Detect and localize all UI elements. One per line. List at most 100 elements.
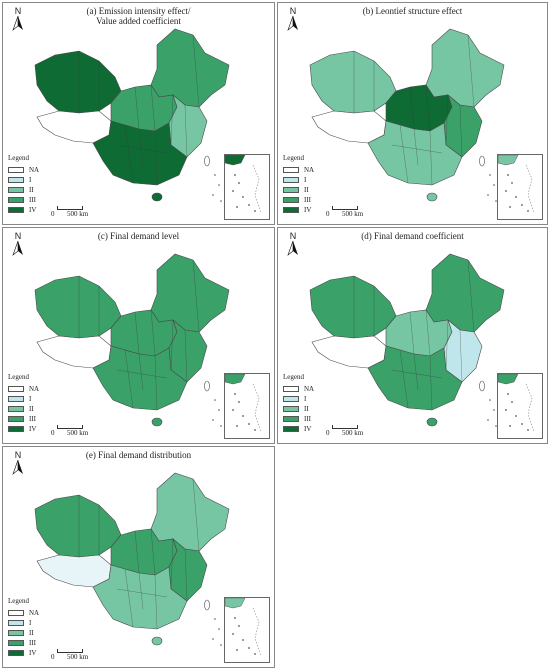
region-west (34, 275, 122, 339)
legend-label: NA (29, 165, 40, 174)
legend-title: Legend (8, 597, 29, 605)
legend-swatch (8, 206, 24, 213)
legend-swatch (283, 415, 299, 422)
legend-swatch (8, 196, 24, 203)
legend-swatch (283, 206, 299, 213)
north-arrow-icon: N (9, 6, 27, 32)
scale-zero: 0 (326, 210, 330, 218)
legend-item: II (8, 185, 39, 194)
legend-swatch (8, 405, 24, 412)
legend-label: III (29, 195, 36, 204)
region-tibet (36, 110, 112, 144)
region-east (443, 94, 483, 158)
legend-label: NA (304, 384, 315, 393)
region-west (34, 494, 122, 558)
legend-label: III (304, 195, 311, 204)
legend: Legend NA I II III IV (283, 154, 314, 215)
legend-item: IV (283, 424, 314, 433)
legend-item: I (283, 175, 314, 184)
legend: Legend NA I II III IV (8, 373, 39, 434)
legend-title: Legend (283, 154, 304, 162)
north-arrow-icon: N (284, 6, 302, 32)
scale-zero: 0 (51, 429, 55, 437)
legend-swatch (8, 395, 24, 402)
legend-item: IV (8, 648, 39, 657)
scale-distance: 500 km (67, 653, 89, 661)
region-west (309, 275, 397, 339)
scale-distance: 500 km (67, 429, 89, 437)
legend-item: NA (283, 165, 314, 174)
panel-a: (a) Emission intensity effect/ Value add… (2, 2, 275, 225)
region-north (150, 472, 230, 552)
legend-label: NA (29, 384, 40, 393)
legend-swatch (283, 395, 299, 402)
legend-item: NA (283, 384, 314, 393)
legend-item: I (8, 394, 39, 403)
legend-swatch (8, 629, 24, 636)
legend-item: NA (8, 165, 39, 174)
legend-swatch (8, 176, 24, 183)
legend-item: I (8, 175, 39, 184)
region-north (150, 28, 230, 108)
panel-title: (c) Final demand level (97, 231, 180, 241)
legend-swatch (8, 385, 24, 392)
legend-swatch (283, 176, 299, 183)
taiwan-island (204, 380, 210, 392)
legend-label: II (304, 185, 309, 194)
panel-title: (b) Leontief structure effect (362, 6, 463, 16)
legend-label: NA (29, 608, 40, 617)
south-china-sea-inset (497, 154, 543, 220)
legend-label: I (304, 175, 307, 184)
china-map (34, 472, 230, 646)
taiwan-island (204, 155, 210, 167)
taiwan-island (479, 155, 485, 167)
region-tibet (311, 335, 387, 369)
region-north (425, 28, 505, 108)
region-west (34, 50, 122, 114)
panel-b: (b) Leontief structure effect N Legend NA I I… (277, 2, 548, 225)
china-map (309, 253, 505, 427)
legend: Legend NA I II III IV (8, 154, 39, 215)
legend-label: II (304, 404, 309, 413)
legend-swatch (8, 425, 24, 432)
legend-item: II (283, 404, 314, 413)
legend-label: IV (304, 205, 312, 214)
legend-label: NA (304, 165, 315, 174)
legend-label: I (29, 394, 32, 403)
legend-title: Legend (8, 154, 29, 162)
panel-title: (e) Final demand distribution (85, 450, 192, 460)
legend-title: Legend (283, 373, 304, 381)
legend-item: I (283, 394, 314, 403)
legend-swatch (8, 649, 24, 656)
legend-label: II (29, 628, 34, 637)
legend-swatch (8, 186, 24, 193)
legend-item: III (8, 195, 39, 204)
region-tibet (36, 335, 112, 369)
legend-swatch (8, 619, 24, 626)
legend-label: IV (29, 648, 37, 657)
scale-distance: 500 km (67, 210, 89, 218)
hainan-island (151, 192, 163, 202)
china-map (34, 28, 230, 202)
legend: Legend NA I II III IV (283, 373, 314, 434)
scale-zero: 0 (51, 210, 55, 218)
legend-item: III (283, 414, 314, 423)
legend-swatch (283, 196, 299, 203)
hainan-island (426, 417, 438, 427)
legend-swatch (8, 639, 24, 646)
legend-label: II (29, 404, 34, 413)
north-arrow-icon: N (9, 450, 27, 476)
legend-label: IV (29, 205, 37, 214)
region-east (168, 538, 208, 602)
legend-swatch (283, 405, 299, 412)
legend-item: NA (8, 384, 39, 393)
panel-c: (c) Final demand level N Legend NA I II III IV 0… (2, 227, 275, 444)
legend-item: IV (8, 205, 39, 214)
china-map (34, 253, 230, 427)
south-china-sea-inset (497, 373, 543, 439)
legend-title: Legend (8, 373, 29, 381)
north-arrow-icon: N (9, 231, 27, 257)
legend-item: III (8, 638, 39, 647)
legend-swatch (8, 415, 24, 422)
legend-item: NA (8, 608, 39, 617)
